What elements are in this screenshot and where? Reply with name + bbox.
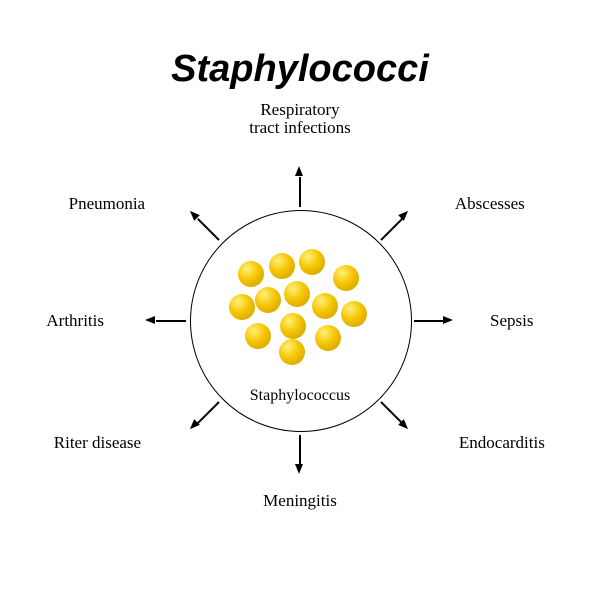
condition-label: Sepsis bbox=[490, 312, 533, 331]
coccus-sphere bbox=[312, 293, 338, 319]
condition-label: Riter disease bbox=[0, 434, 141, 453]
condition-label: Meningitis bbox=[200, 492, 400, 511]
condition-label: Endocarditis bbox=[459, 434, 545, 453]
coccus-sphere bbox=[341, 301, 367, 327]
coccus-sphere bbox=[238, 261, 264, 287]
condition-label: Arthritis bbox=[0, 312, 104, 331]
coccus-sphere bbox=[269, 253, 295, 279]
condition-label: Respiratory tract infections bbox=[200, 101, 400, 138]
coccus-sphere bbox=[333, 265, 359, 291]
condition-label: Abscesses bbox=[455, 195, 525, 214]
arrow-line bbox=[414, 320, 444, 322]
coccus-sphere bbox=[255, 287, 281, 313]
center-label: Staphylococcus bbox=[220, 387, 380, 405]
arrow-line bbox=[380, 218, 403, 241]
coccus-sphere bbox=[299, 249, 325, 275]
coccus-sphere bbox=[229, 294, 255, 320]
arrow-line bbox=[299, 177, 301, 207]
arrow-head bbox=[145, 316, 155, 324]
coccus-sphere bbox=[280, 313, 306, 339]
diagram-title: Staphylococci bbox=[0, 48, 600, 91]
coccus-sphere bbox=[284, 281, 310, 307]
arrow-head bbox=[295, 464, 303, 474]
arrow-head bbox=[443, 316, 453, 324]
coccus-sphere bbox=[279, 339, 305, 365]
condition-label: Pneumonia bbox=[0, 195, 145, 214]
arrow-line bbox=[197, 401, 220, 424]
arrow-line bbox=[380, 401, 403, 424]
coccus-sphere bbox=[245, 323, 271, 349]
diagram-canvas: { "title": { "text": "Staphylococci", "t… bbox=[0, 0, 600, 600]
arrow-line bbox=[299, 435, 301, 465]
arrow-line bbox=[197, 218, 220, 241]
arrow-head bbox=[295, 166, 303, 176]
arrow-line bbox=[156, 320, 186, 322]
coccus-sphere bbox=[315, 325, 341, 351]
